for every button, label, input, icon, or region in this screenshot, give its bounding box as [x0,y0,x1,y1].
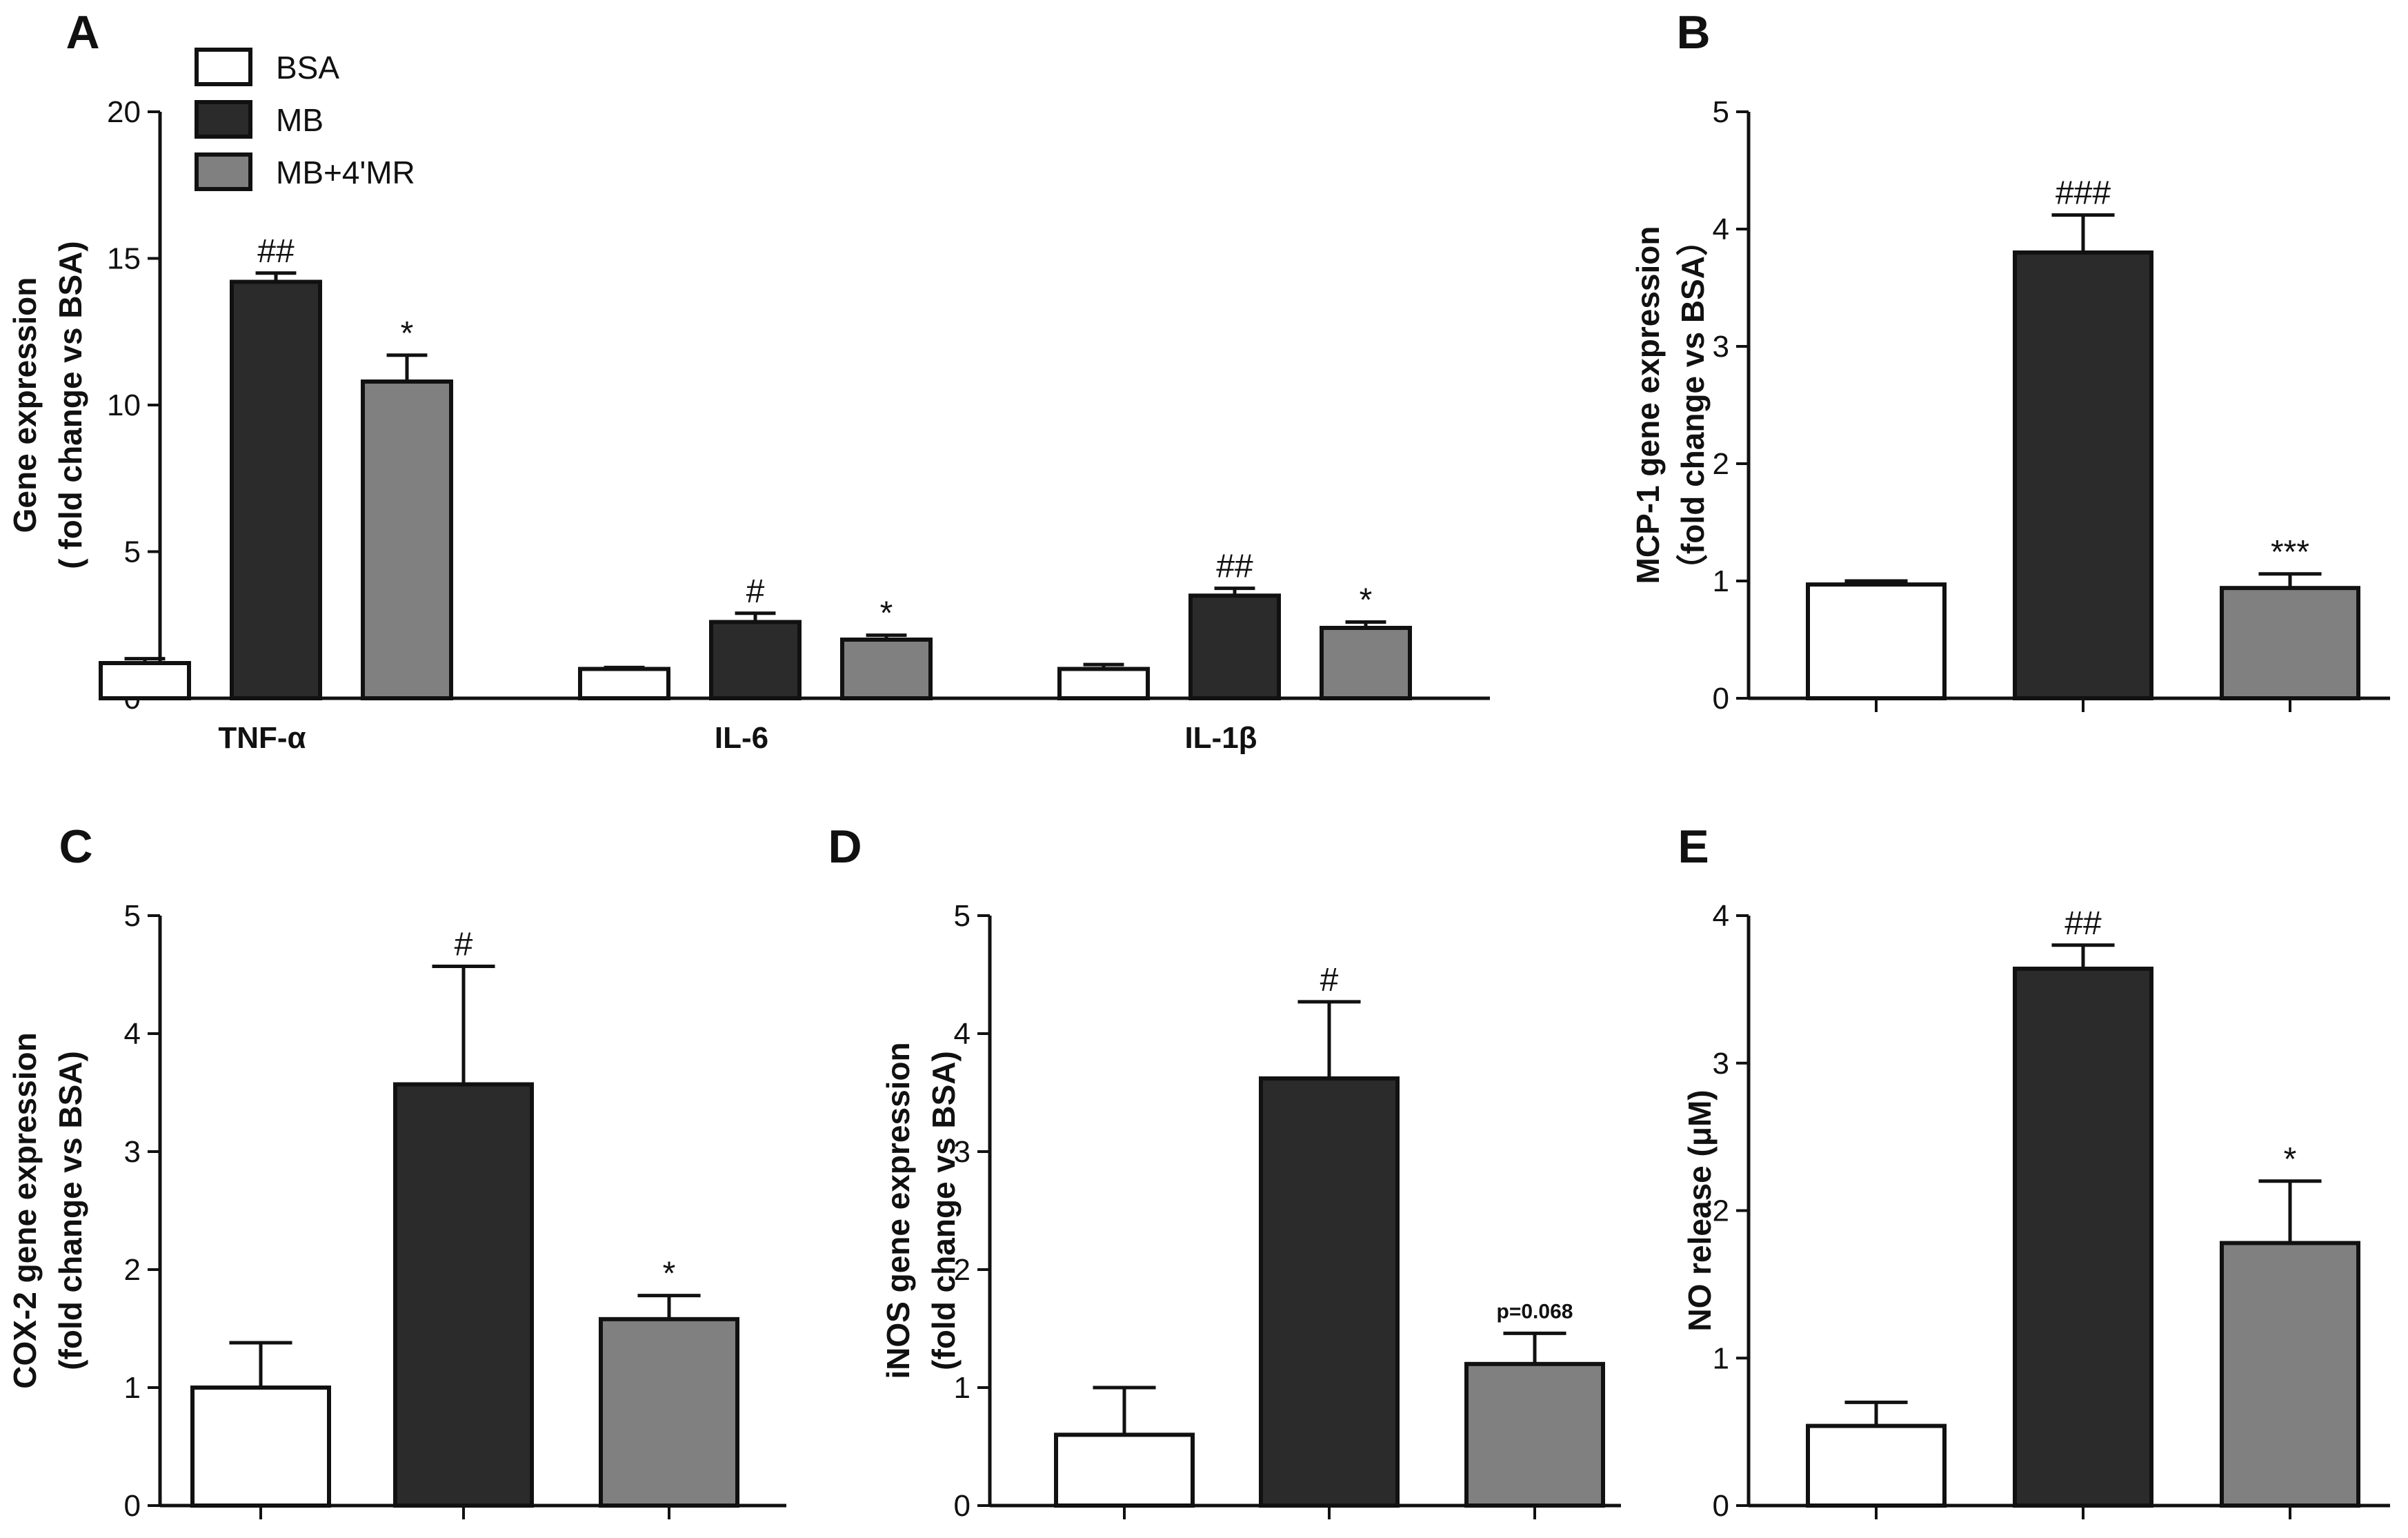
y-tick-label: 3 [1713,330,1729,364]
y-tick-label: 2 [124,1253,141,1287]
significance-label: # [455,927,473,963]
y-tick-label: 2 [954,1253,971,1287]
panel-letter-d: D [828,820,862,873]
bar [2013,250,2153,700]
y-tick-label: 5 [124,535,141,569]
bar [393,1082,534,1508]
legend-label: BSA [276,50,339,86]
significance-label: * [401,315,414,352]
significance-label: # [1320,962,1339,998]
bar [1806,1423,1947,1508]
x-category-label: IL-6 [715,721,768,755]
y-axis-title: MCP-1 gene expression [1630,226,1666,584]
y-tick-label: 5 [954,899,971,933]
significance-label: * [880,595,893,632]
legend-swatch [195,100,252,139]
bar [1057,667,1150,700]
y-tick-label: 5 [1713,95,1729,129]
bar [1054,1432,1195,1508]
bar [99,661,191,700]
y-tick-label: 0 [124,1489,141,1523]
y-tick-label: 1 [1713,1341,1729,1375]
significance-label: p=0.068 [1497,1300,1573,1323]
x-category-label: IL-1β [1184,721,1257,755]
y-tick-label: 5 [124,899,141,933]
panel-letter-e: E [1678,820,1709,873]
bar [230,279,322,700]
panel-a-chart: A05101520Gene expression( fold change vs… [7,6,1490,755]
y-axis-title: (fold change vs BSA) [52,1051,88,1370]
significance-label: ## [257,233,295,270]
panel-b-chart: B 0 1 2 3 4 5 MCP-1 gene expression （fold change… [1630,6,2390,716]
significance-label: # [746,573,765,610]
significance-label: * [663,1256,676,1292]
panel-e-chart: E 0 1 2 3 4 NO release (μM) ## * [1678,820,2390,1523]
bar [709,620,802,700]
bar [1188,593,1281,700]
y-tick-label: 4 [124,1017,141,1051]
bar [1259,1076,1400,1508]
bar [2220,586,2360,701]
legend-swatch [195,48,252,86]
bar [361,379,453,700]
y-tick-label: 10 [107,388,141,422]
y-axis-title: NO release (μM) [1682,1090,1718,1331]
bar [840,638,933,700]
significance-label: * [2284,1141,2297,1178]
y-tick-label: 1 [954,1371,971,1405]
y-tick-label: 3 [954,1135,971,1169]
significance-label: *** [2271,534,2309,571]
bar [190,1386,331,1508]
legend-label: MB [276,102,324,138]
bar [2220,1241,2360,1508]
y-tick-label: 2 [1713,447,1729,481]
y-tick-label: 1 [1713,564,1729,598]
panel-letter-c: C [59,820,92,873]
y-axis-title: （fold change vs BSA） [1675,224,1711,586]
legend-label: MB+4'MR [276,155,415,190]
legend: BSA MB MB+4'MR [195,48,415,191]
y-tick-label: 0 [1713,1489,1729,1523]
y-tick-label: 4 [1713,899,1729,933]
y-tick-label: 3 [1713,1047,1729,1081]
y-tick-label: 2 [1713,1194,1729,1228]
bar [578,667,670,700]
significance-label: * [1360,582,1373,619]
y-tick-label: 1 [124,1371,141,1405]
y-tick-label: 20 [107,95,141,129]
significance-label: ## [2064,905,2102,942]
significance-label: ## [1216,549,1253,585]
panel-letter-b: B [1676,6,1710,59]
y-tick-label: 0 [954,1489,971,1523]
y-tick-label: 0 [1713,682,1729,716]
bar [1806,582,1947,700]
y-axis-title: (fold change vs BSA) [926,1051,962,1370]
legend-swatch [195,152,252,191]
bar [1464,1361,1605,1508]
panel-letter-a: A [66,6,99,59]
bar [1320,626,1412,700]
y-tick-label: 15 [107,242,141,276]
y-axis-title: COX-2 gene expression [7,1032,43,1388]
x-category-label: TNF-α [218,721,306,755]
y-tick-label: 4 [1713,213,1729,246]
significance-label: ### [2056,175,2111,212]
bar [2013,966,2153,1508]
y-axis-title: ( fold change vs BSA) [52,241,88,569]
y-axis-title: Gene expression [7,277,43,533]
panel-c-chart: C 0 1 2 3 4 5 COX-2 gene expression (fold change… [7,820,786,1523]
bar [599,1317,739,1508]
panel-d-chart: D 0 1 2 3 4 5 iNOS gene expression (fold change … [828,820,1621,1523]
y-tick-label: 3 [124,1135,141,1169]
y-axis-title: iNOS gene expression [880,1042,916,1379]
y-tick-label: 4 [954,1017,971,1051]
